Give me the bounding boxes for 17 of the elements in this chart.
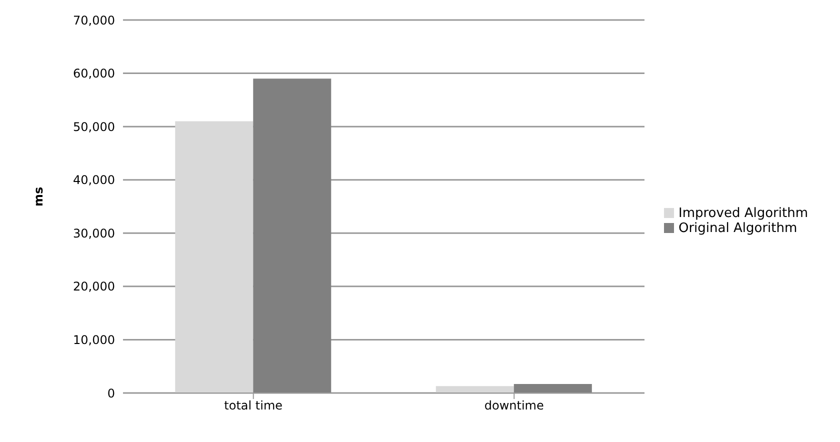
y-tick-label: 40,000 — [73, 173, 115, 188]
bar — [175, 121, 254, 393]
bar — [253, 78, 332, 393]
y-tick-label: 20,000 — [73, 280, 115, 294]
bar — [514, 384, 592, 393]
y-tick-label: 30,000 — [73, 226, 115, 240]
y-tick-label: 10,000 — [73, 332, 115, 347]
y-tick-label: 70,000 — [73, 13, 115, 28]
y-tick-label: 60,000 — [73, 66, 115, 81]
y-tick-label: 50,000 — [73, 120, 115, 134]
legend-label: Original Algorithm — [678, 220, 798, 236]
y-axis-title: ms — [31, 186, 46, 206]
legend-label: Improved Algorithm — [678, 206, 808, 220]
x-tick-label: total time — [224, 398, 283, 413]
x-tick-label: downtime — [484, 398, 544, 413]
y-tick-label: 0 — [107, 386, 115, 400]
bar — [436, 386, 514, 393]
